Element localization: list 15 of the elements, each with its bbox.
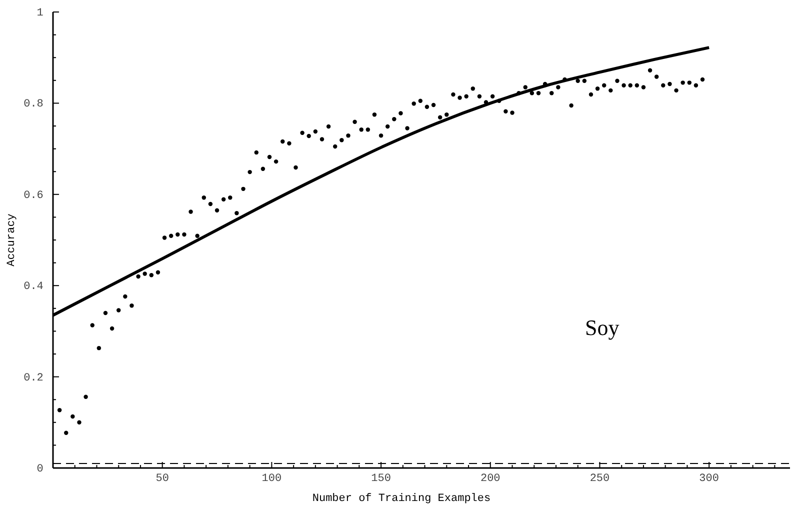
x-tick-label: 250: [590, 472, 610, 485]
y-tick-label: 0: [36, 464, 44, 476]
y-tick-label: 0.6: [24, 190, 44, 202]
y-tick-label: 1: [36, 8, 44, 20]
x-tick-label: 50: [156, 472, 169, 485]
x-tick-label: 150: [371, 472, 391, 485]
x-tick-label: 100: [262, 472, 282, 485]
annotation: Soy: [585, 315, 620, 340]
y-tick-label: 0.4: [24, 281, 44, 294]
x-tick-label: 300: [699, 472, 719, 485]
y-tick-label: 0.8: [24, 98, 44, 111]
x-axis-title: Number of Training Examples: [312, 493, 491, 505]
y-tick-label: 0.2: [24, 372, 44, 384]
x-tick-label: 200: [480, 472, 500, 485]
y-axis-title: Accuracy: [6, 213, 18, 266]
